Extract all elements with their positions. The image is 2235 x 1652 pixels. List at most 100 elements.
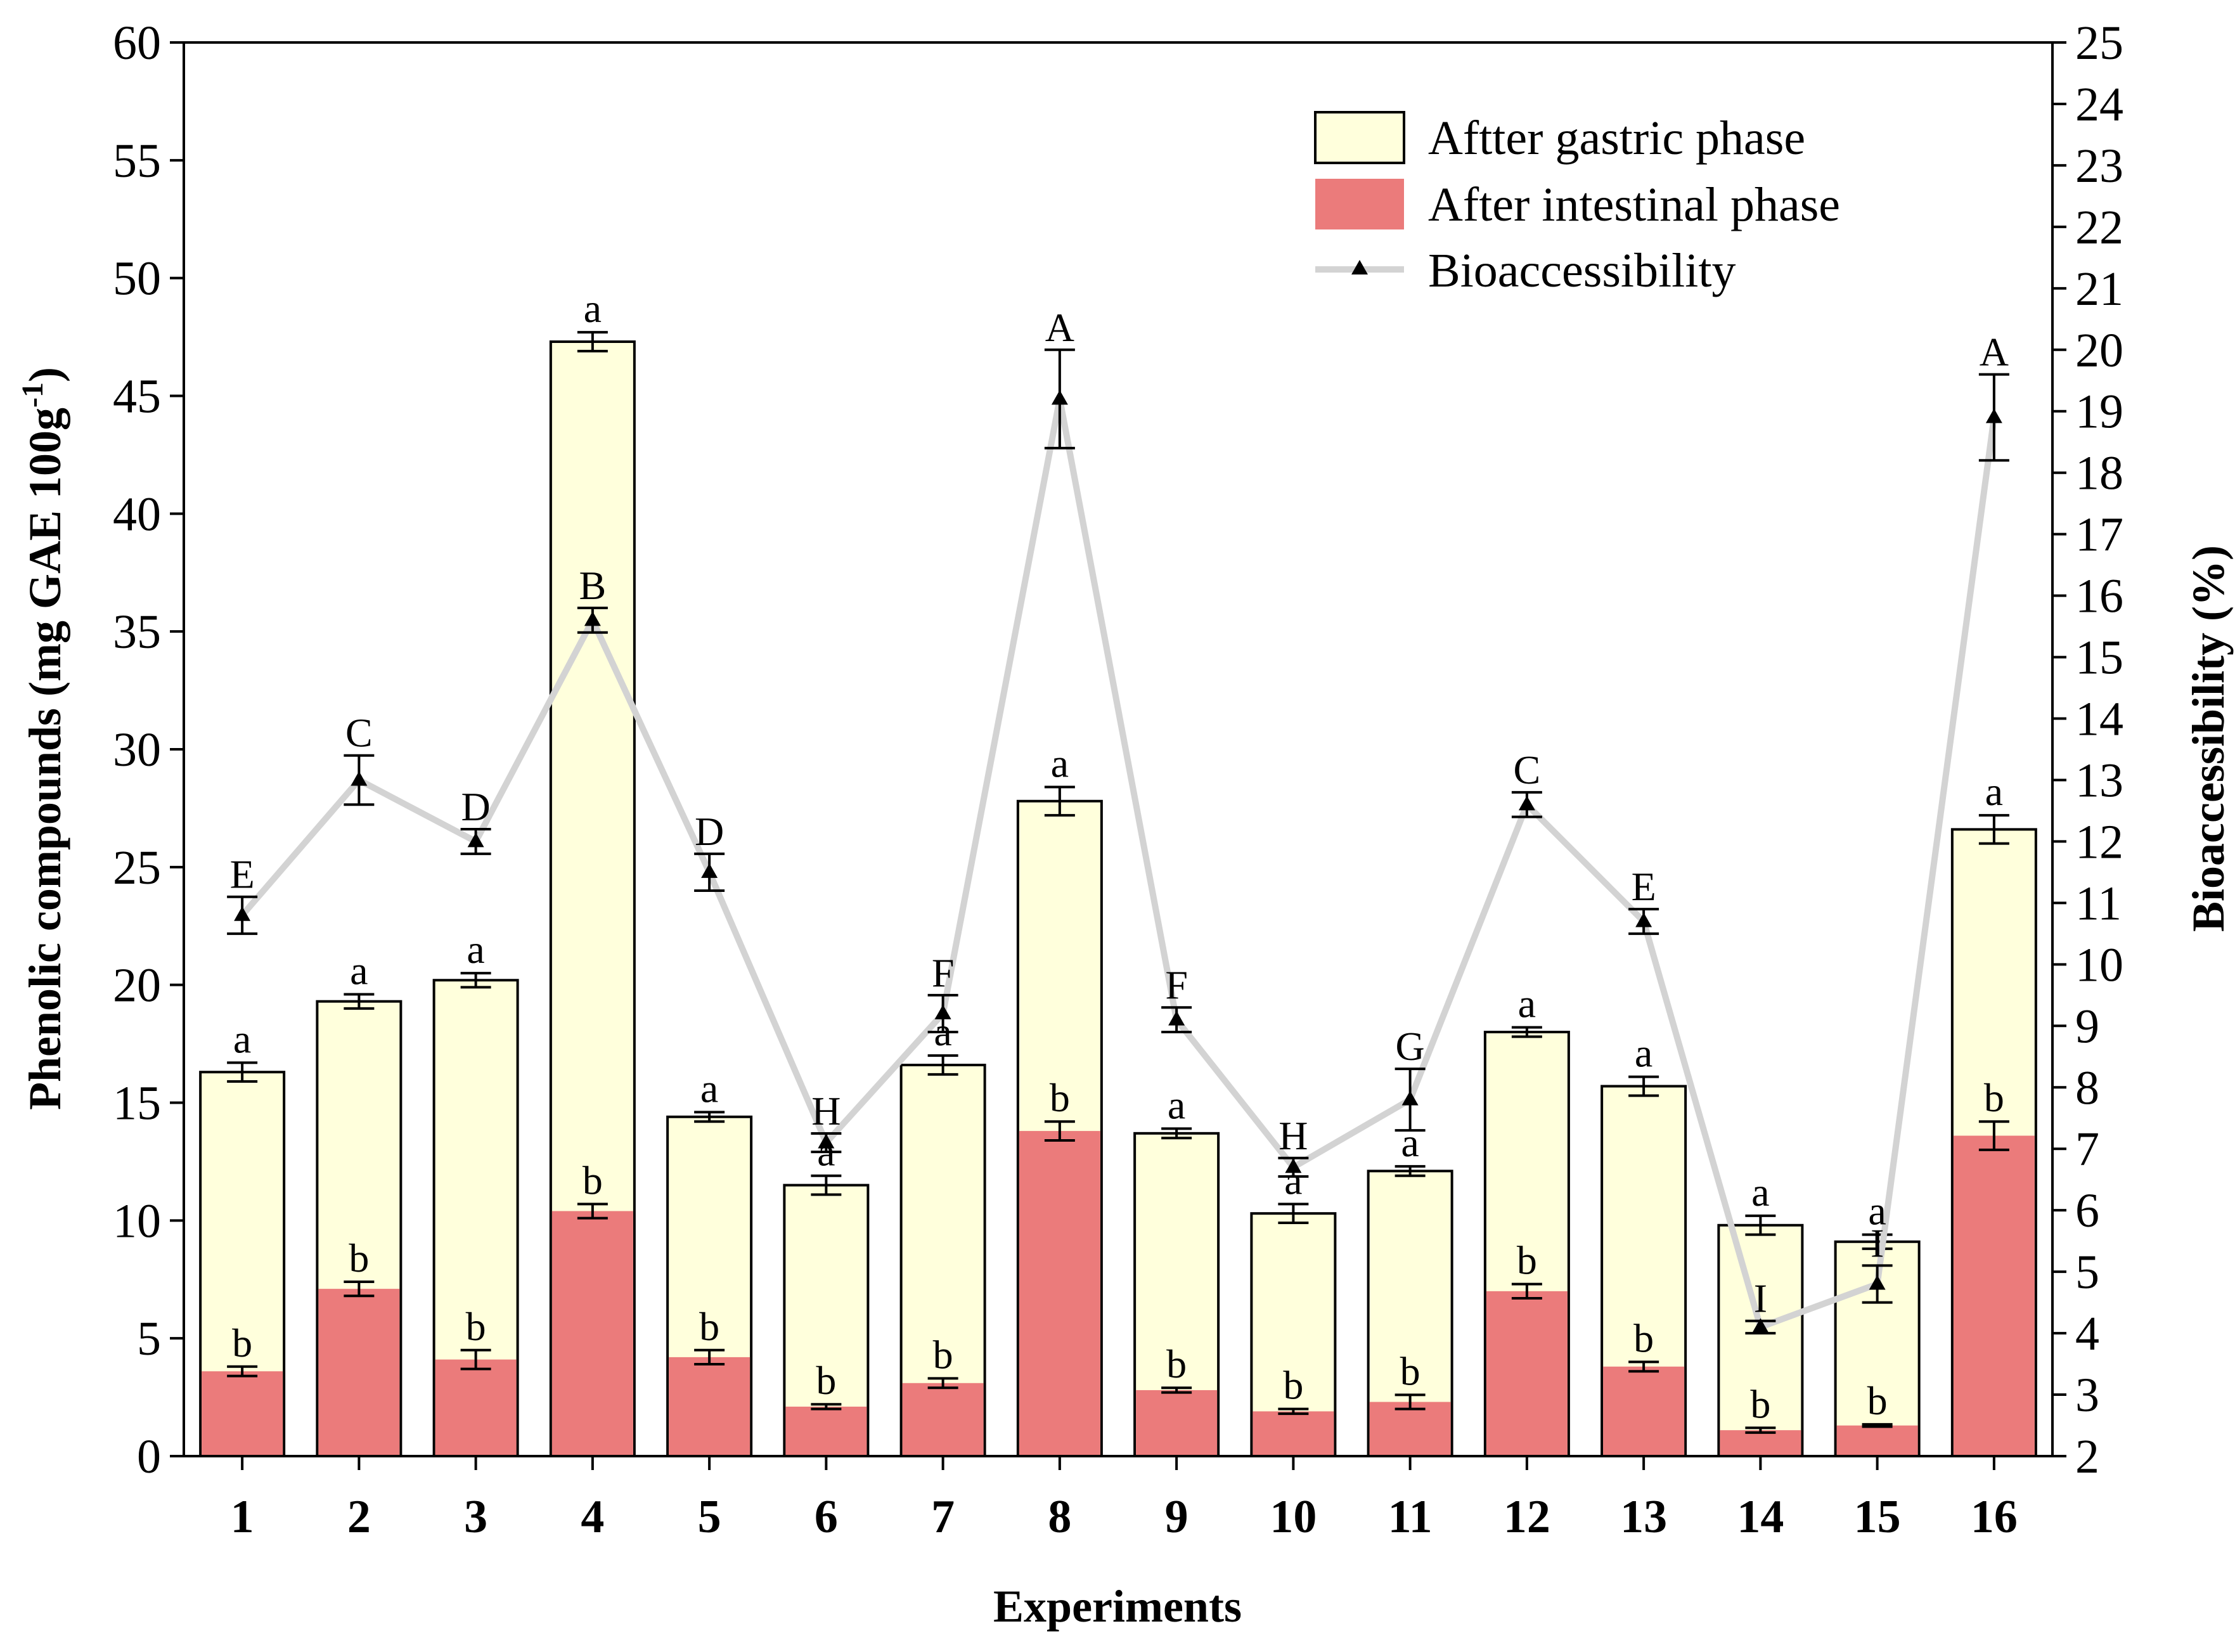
letter-bioaccessibility-10: H: [1279, 1113, 1308, 1158]
errorbar-gastric-9: [1161, 1127, 1192, 1140]
y-axis-title-main: Phenolic compounds (mg GAE 100g: [20, 408, 70, 1110]
errorbar-intestinal-8: [1044, 1120, 1075, 1142]
letter-gastric-16: a: [1985, 769, 2003, 814]
letter-intestinal-10: b: [1283, 1363, 1303, 1408]
errorbar-intestinal-11: [1394, 1393, 1426, 1410]
y-tick-label-45: 45: [113, 370, 161, 423]
bar-intestinal-15: [1836, 1425, 1918, 1456]
x-tick-label-9: 9: [1165, 1491, 1188, 1543]
y2-tick-label-11: 11: [2075, 877, 2122, 930]
letter-bioaccessibility-7: F: [932, 950, 955, 995]
errorbar-intestinal-15: [1862, 1423, 1893, 1428]
errorbar-gastric-13: [1628, 1075, 1659, 1097]
bar-intestinal-9: [1136, 1390, 1218, 1456]
y-tick-label-20: 20: [113, 959, 161, 1012]
y2-tick-label-4: 4: [2075, 1307, 2099, 1360]
bar-intestinal-14: [1720, 1430, 1801, 1456]
x-tick-label-3: 3: [464, 1491, 487, 1543]
bioaccessibility-point-14: [1752, 1318, 1769, 1333]
bioaccessibility-point-5: [701, 863, 718, 878]
bioaccessibility-line: [240, 396, 1997, 1331]
letter-gastric-10: a: [1284, 1158, 1302, 1203]
letter-bioaccessibility-11: G: [1396, 1024, 1425, 1069]
letter-bioaccessibility-16: A: [1980, 330, 2009, 375]
letter-intestinal-7: b: [933, 1332, 953, 1377]
y-tick-label-60: 60: [113, 16, 161, 70]
letter-gastric-5: a: [700, 1066, 718, 1111]
y2-tick-label-2: 2: [2075, 1430, 2099, 1483]
bar-intestinal-16: [1953, 1135, 2035, 1456]
bar-intestinal-13: [1603, 1366, 1685, 1456]
bioaccessibility-point-2: [351, 771, 368, 786]
axes: 0510152025303540455055602345678910111213…: [113, 16, 2123, 1543]
y2-tick-label-5: 5: [2075, 1246, 2099, 1299]
y2-tick-label-19: 19: [2075, 385, 2123, 439]
letter-gastric-3: a: [467, 927, 484, 972]
y-tick-label-0: 0: [137, 1430, 161, 1483]
x-tick-label-7: 7: [931, 1491, 955, 1543]
bioaccessibility-point-13: [1635, 912, 1652, 927]
x-tick-label-5: 5: [698, 1491, 721, 1543]
letter-gastric-4: a: [584, 286, 602, 331]
letter-bioaccessibility-8: A: [1045, 305, 1074, 350]
letter-gastric-7: a: [934, 1009, 951, 1054]
letter-intestinal-14: b: [1750, 1381, 1770, 1426]
legend-swatch-gastric: [1314, 111, 1405, 164]
errorbar-gastric-10: [1278, 1203, 1309, 1225]
errorbar-intestinal-2: [344, 1280, 375, 1298]
letter-bioaccessibility-9: F: [1165, 962, 1188, 1007]
errorbar-intestinal-9: [1161, 1386, 1192, 1394]
bar-intestinal-6: [785, 1406, 867, 1456]
errorbar-intestinal-7: [927, 1377, 958, 1390]
y2-tick-label-24: 24: [2075, 78, 2123, 131]
bar-intestinal-8: [1019, 1131, 1100, 1456]
bioaccessibility-point-6: [818, 1133, 835, 1149]
legend-swatch-intestinal: [1315, 179, 1404, 229]
plot-area: a b Ea b Ca b Da b Ba b Da b Ha b Fa b Aa b Fa b H a b Ga b Ca b Ea…: [199, 286, 2037, 1458]
letter-bioaccessibility-13: E: [1632, 864, 1656, 909]
x-tick-label-4: 4: [581, 1491, 604, 1543]
legend: Aftter gastric phase After intestinal ph…: [1314, 111, 1840, 297]
errorbar-gastric-5: [694, 1111, 725, 1123]
letter-intestinal-15: b: [1867, 1378, 1888, 1423]
letter-bioaccessibility-14: I: [1754, 1276, 1767, 1321]
letter-gastric-9: a: [1168, 1082, 1185, 1127]
y-tick-label-10: 10: [113, 1194, 161, 1248]
letter-intestinal-4: b: [583, 1158, 603, 1203]
errorbar-gastric-16: [1978, 814, 2009, 845]
bar-intestinal-3: [435, 1359, 517, 1456]
bar-intestinal-1: [202, 1371, 283, 1456]
y-axis-title-superscript: -1: [16, 382, 49, 408]
errorbar-intestinal-5: [694, 1348, 725, 1366]
legend-marker-bioaccessibility: [1351, 260, 1368, 274]
errorbar-gastric-1: [227, 1061, 258, 1083]
letter-bioaccessibility-2: C: [345, 711, 373, 756]
errorbar-gastric-6: [811, 1174, 842, 1196]
y2-tick-label-17: 17: [2075, 508, 2123, 562]
y2-tick-label-10: 10: [2075, 938, 2123, 991]
bar-intestinal-12: [1486, 1291, 1568, 1456]
y2-tick-label-20: 20: [2075, 324, 2123, 377]
bioaccessibility-point-15: [1869, 1275, 1886, 1290]
x-tick-label-8: 8: [1048, 1491, 1071, 1543]
bioaccessibility-point-16: [1985, 408, 2002, 423]
letter-gastric-11: a: [1401, 1120, 1419, 1165]
y2-tick-label-22: 22: [2075, 201, 2123, 254]
letter-bioaccessibility-5: D: [695, 809, 724, 854]
y-axis-title: Phenolic compounds (mg GAE 100g-1): [16, 367, 70, 1110]
y2-tick-label-14: 14: [2075, 693, 2123, 746]
letter-intestinal-3: b: [466, 1304, 486, 1349]
bar-intestinal-10: [1253, 1411, 1334, 1456]
letter-gastric-2: a: [350, 948, 368, 993]
y-axis-title-close: ): [20, 367, 70, 382]
y2-tick-label-7: 7: [2075, 1123, 2099, 1176]
y2-tick-label-3: 3: [2075, 1369, 2099, 1422]
errorbar-intestinal-10: [1278, 1407, 1309, 1416]
y-tick-label-35: 35: [113, 605, 161, 659]
x-tick-label-11: 11: [1388, 1491, 1433, 1543]
letter-gastric-14: a: [1751, 1170, 1769, 1215]
letter-gastric-12: a: [1518, 981, 1536, 1026]
errorbar-gastric-2: [344, 993, 375, 1010]
letter-intestinal-13: b: [1633, 1315, 1654, 1360]
y2-tick-label-18: 18: [2075, 447, 2123, 500]
